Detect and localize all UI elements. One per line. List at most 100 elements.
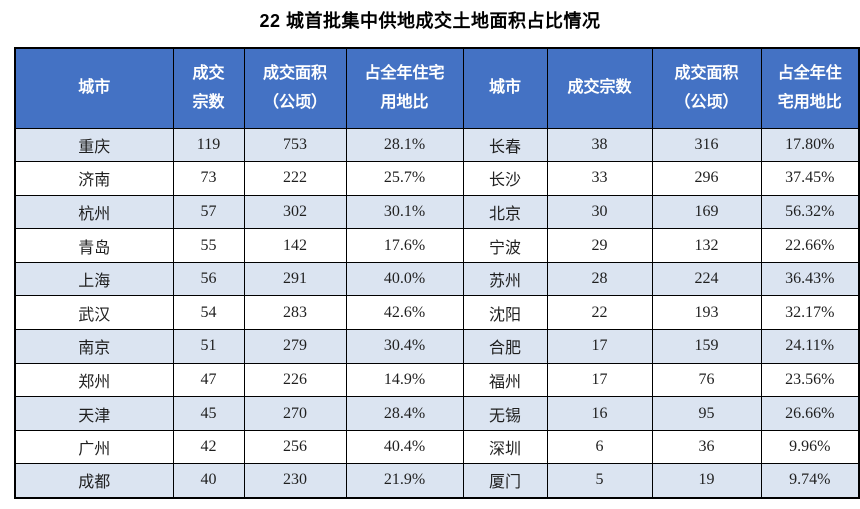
area-cell: 226 [243, 362, 347, 398]
share-cell: 17.80% [760, 127, 860, 163]
area-cell: 270 [243, 396, 347, 431]
city-cell: 广州 [14, 429, 174, 465]
city-cell: 无锡 [462, 396, 548, 431]
city-cell: 天津 [14, 396, 174, 431]
area-cell: 142 [243, 228, 347, 263]
header-share-right: 占全年住 宅用地比 [760, 47, 860, 129]
area-cell: 316 [651, 127, 762, 163]
area-cell: 159 [651, 329, 762, 364]
share-cell: 28.1% [345, 127, 464, 163]
city-cell: 长春 [462, 127, 548, 163]
table-row: 上海 56 291 40.0% 苏州 28 224 36.43% [14, 261, 860, 297]
page-title: 22 城首批集中供地成交土地面积占比情况 [259, 11, 601, 31]
header-text-line: 城市 [488, 79, 521, 97]
share-cell: 24.11% [760, 329, 860, 364]
header-text-line: 宅用地比 [777, 94, 842, 112]
area-cell: 169 [651, 194, 762, 230]
table-row: 武汉 54 283 42.6% 沈阳 22 193 32.17% [14, 295, 860, 331]
header-area-right: 成交面积 （公顷） [651, 47, 762, 129]
area-cell: 296 [651, 161, 762, 196]
header-text-line: （公顷） [674, 94, 739, 112]
deal-count-cell: 5 [546, 463, 653, 499]
deal-count-cell: 16 [546, 396, 653, 431]
share-cell: 30.4% [345, 329, 464, 364]
deal-count-cell: 6 [546, 429, 653, 465]
share-cell: 42.6% [345, 295, 464, 331]
share-cell: 32.17% [760, 295, 860, 331]
table-row: 天津 45 270 28.4% 无锡 16 95 26.66% [14, 396, 860, 431]
share-cell: 37.45% [760, 161, 860, 196]
share-cell: 25.7% [345, 161, 464, 196]
deal-count-cell: 40 [172, 463, 245, 499]
area-cell: 95 [651, 396, 762, 431]
table-row: 重庆 119 753 28.1% 长春 38 316 17.80% [14, 127, 860, 163]
city-cell: 上海 [14, 261, 174, 297]
area-cell: 193 [651, 295, 762, 331]
area-cell: 230 [243, 463, 347, 499]
deal-count-cell: 47 [172, 362, 245, 398]
header-text-line: 成交面积 [674, 64, 739, 82]
share-cell: 17.6% [345, 228, 464, 263]
city-cell: 长沙 [462, 161, 548, 196]
area-cell: 76 [651, 362, 762, 398]
share-cell: 28.4% [345, 396, 464, 431]
area-cell: 291 [243, 261, 347, 297]
header-text-line: 成交面积 [262, 64, 327, 82]
city-cell: 深圳 [462, 429, 548, 465]
deal-count-cell: 30 [546, 194, 653, 230]
table-row: 广州 42 256 40.4% 深圳 6 36 9.96% [14, 429, 860, 465]
deal-count-cell: 55 [172, 228, 245, 263]
deal-count-cell: 28 [546, 261, 653, 297]
deal-count-cell: 17 [546, 329, 653, 364]
city-cell: 郑州 [14, 362, 174, 398]
header-city-left: 城市 [14, 47, 174, 129]
share-cell: 22.66% [760, 228, 860, 263]
city-cell: 南京 [14, 329, 174, 364]
city-cell: 青岛 [14, 228, 174, 263]
deal-count-cell: 54 [172, 295, 245, 331]
deal-count-cell: 73 [172, 161, 245, 196]
city-cell: 武汉 [14, 295, 174, 331]
header-text-line: 占全年住 [777, 64, 842, 82]
header-text-line: 占全年住宅 [364, 64, 445, 82]
city-cell: 杭州 [14, 194, 174, 230]
city-cell: 沈阳 [462, 295, 548, 331]
header-row: 城市 成交 宗数 成交面积 （公顷） 占全年住宅 用地比 城市 [14, 47, 860, 129]
header-text-line: 城市 [78, 79, 111, 97]
page: 22 城首批集中供地成交土地面积占比情况 城市 成交 宗数 成交面积 （公顷） [0, 7, 860, 499]
share-cell: 56.32% [760, 194, 860, 230]
table-row: 郑州 47 226 14.9% 福州 17 76 23.56% [14, 362, 860, 398]
city-cell: 厦门 [462, 463, 548, 499]
header-text-line: （公顷） [262, 94, 327, 112]
area-cell: 256 [243, 429, 347, 465]
table-header: 城市 成交 宗数 成交面积 （公顷） 占全年住宅 用地比 城市 [14, 47, 860, 129]
share-cell: 40.0% [345, 261, 464, 297]
area-cell: 753 [243, 127, 347, 163]
table-row: 青岛 55 142 17.6% 宁波 29 132 22.66% [14, 228, 860, 263]
deal-count-cell: 56 [172, 261, 245, 297]
share-cell: 30.1% [345, 194, 464, 230]
area-cell: 222 [243, 161, 347, 196]
share-cell: 14.9% [345, 362, 464, 398]
deal-count-cell: 42 [172, 429, 245, 465]
city-cell: 宁波 [462, 228, 548, 263]
area-cell: 132 [651, 228, 762, 263]
city-cell: 成都 [14, 463, 174, 499]
header-area-left: 成交面积 （公顷） [243, 47, 347, 129]
header-text-line: 成交宗数 [567, 79, 632, 97]
deal-count-cell: 45 [172, 396, 245, 431]
city-cell: 福州 [462, 362, 548, 398]
deal-count-cell: 51 [172, 329, 245, 364]
area-cell: 302 [243, 194, 347, 230]
table-body: 重庆 119 753 28.1% 长春 38 316 17.80% 济南 73 222 25.7% 长沙… [14, 127, 860, 499]
table-row: 杭州 57 302 30.1% 北京 30 169 56.32% [14, 194, 860, 230]
area-cell: 19 [651, 463, 762, 499]
header-text-line: 用地比 [380, 94, 429, 112]
city-cell: 合肥 [462, 329, 548, 364]
deal-count-cell: 57 [172, 194, 245, 230]
deal-count-cell: 29 [546, 228, 653, 263]
deal-count-cell: 33 [546, 161, 653, 196]
deal-count-cell: 119 [172, 127, 245, 163]
city-cell: 北京 [462, 194, 548, 230]
area-cell: 36 [651, 429, 762, 465]
